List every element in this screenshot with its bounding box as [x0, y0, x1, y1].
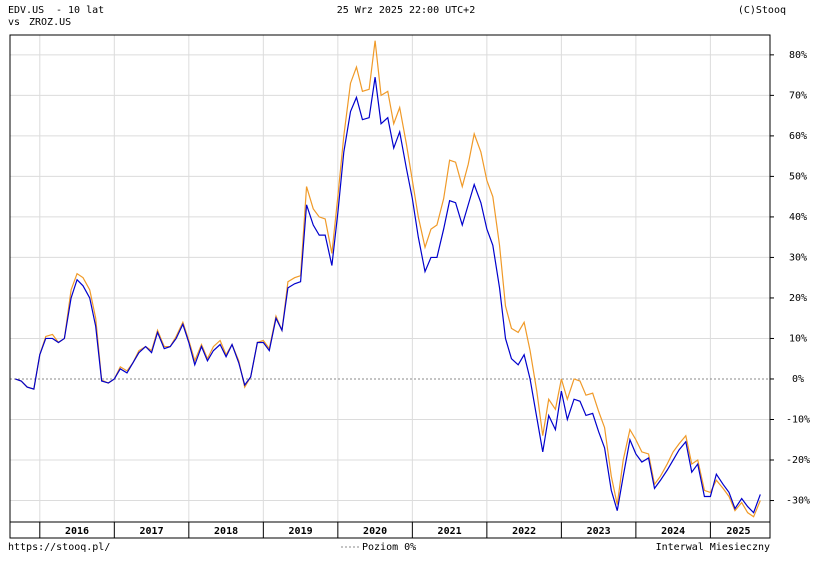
period: - 10 lat — [56, 5, 104, 16]
y-tick-label: 20% — [789, 293, 807, 304]
plot-frame — [9, 34, 771, 539]
x-tick-label: 2025 — [726, 526, 750, 537]
series-line — [15, 40, 761, 518]
y-tick-label: -10% — [786, 414, 810, 425]
series-line — [15, 77, 761, 514]
y-tick-label: 50% — [789, 171, 807, 182]
x-tick-label: 2017 — [140, 526, 164, 537]
reference-label: Poziom 0% — [362, 542, 416, 553]
x-tick-label: 2024 — [661, 526, 685, 537]
source: (C)Stooq — [738, 5, 786, 16]
x-tick-label: 2020 — [363, 526, 387, 537]
y-tick-label: 40% — [789, 212, 807, 223]
y-tick-label: 70% — [789, 90, 807, 101]
y-tick-label: 30% — [789, 252, 807, 263]
legend-entry: ZROZ.US — [29, 17, 71, 28]
x-tick-label: 2016 — [65, 526, 89, 537]
y-tick-label: -30% — [786, 496, 810, 507]
y-tick-label: -20% — [786, 455, 810, 466]
x-tick-label: 2023 — [587, 526, 611, 537]
x-tick-label: 2019 — [289, 526, 313, 537]
y-tick-label: 80% — [789, 50, 807, 61]
y-tick-label: 0% — [792, 374, 804, 385]
interval: Interwal Miesieczny — [656, 542, 770, 553]
date: 25 Wrz 2025 22:00 UTC+2 — [337, 5, 475, 16]
x-tick-label: 2022 — [512, 526, 536, 537]
y-tick-label: 60% — [789, 131, 807, 142]
vs: vs — [8, 17, 20, 28]
x-tick-label: 2021 — [438, 526, 462, 537]
url: https://stooq.pl/ — [8, 542, 110, 553]
legend-entry: EDV.US — [8, 5, 44, 16]
y-tick-label: 10% — [789, 333, 807, 344]
x-tick-label: 2018 — [214, 526, 238, 537]
